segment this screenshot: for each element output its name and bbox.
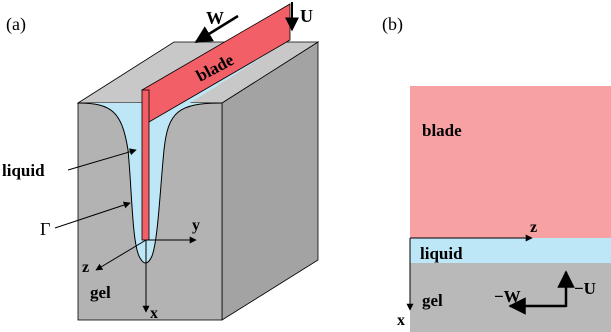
liquid-trench bbox=[78, 103, 222, 264]
liquid-region bbox=[410, 238, 611, 263]
panel-a: (a) blade W U liquid Γ y x bbox=[2, 2, 320, 322]
x-axis-label-b: x bbox=[397, 312, 405, 329]
liquid-label-a: liquid bbox=[2, 161, 45, 180]
panel-b-tag: (b) bbox=[382, 14, 403, 35]
panel-a-tag: (a) bbox=[6, 14, 26, 35]
gamma-leader bbox=[54, 201, 131, 229]
z-axis-label: z bbox=[82, 259, 89, 276]
panel-b: (b) blade liquid gel z x −W −U bbox=[382, 14, 611, 332]
w-arrow bbox=[194, 14, 239, 44]
z-axis-arrow bbox=[95, 239, 147, 271]
gel-label-b: gel bbox=[422, 291, 443, 310]
minus-u-label: −U bbox=[574, 279, 596, 298]
u-label: U bbox=[300, 6, 313, 26]
liquid-leader bbox=[67, 148, 137, 171]
minus-w-label: −W bbox=[494, 287, 521, 306]
blade-region bbox=[410, 86, 611, 238]
w-label: W bbox=[206, 8, 224, 28]
gamma-label: Γ bbox=[40, 219, 50, 239]
x-axis-label: x bbox=[150, 305, 158, 322]
blade-front-slice bbox=[141, 89, 150, 241]
gel-label-a: gel bbox=[90, 283, 111, 302]
blade-label-b: blade bbox=[422, 121, 462, 140]
z-axis-label-b: z bbox=[530, 219, 537, 236]
y-axis-label: y bbox=[192, 217, 200, 234]
liquid-label-b: liquid bbox=[420, 244, 463, 263]
